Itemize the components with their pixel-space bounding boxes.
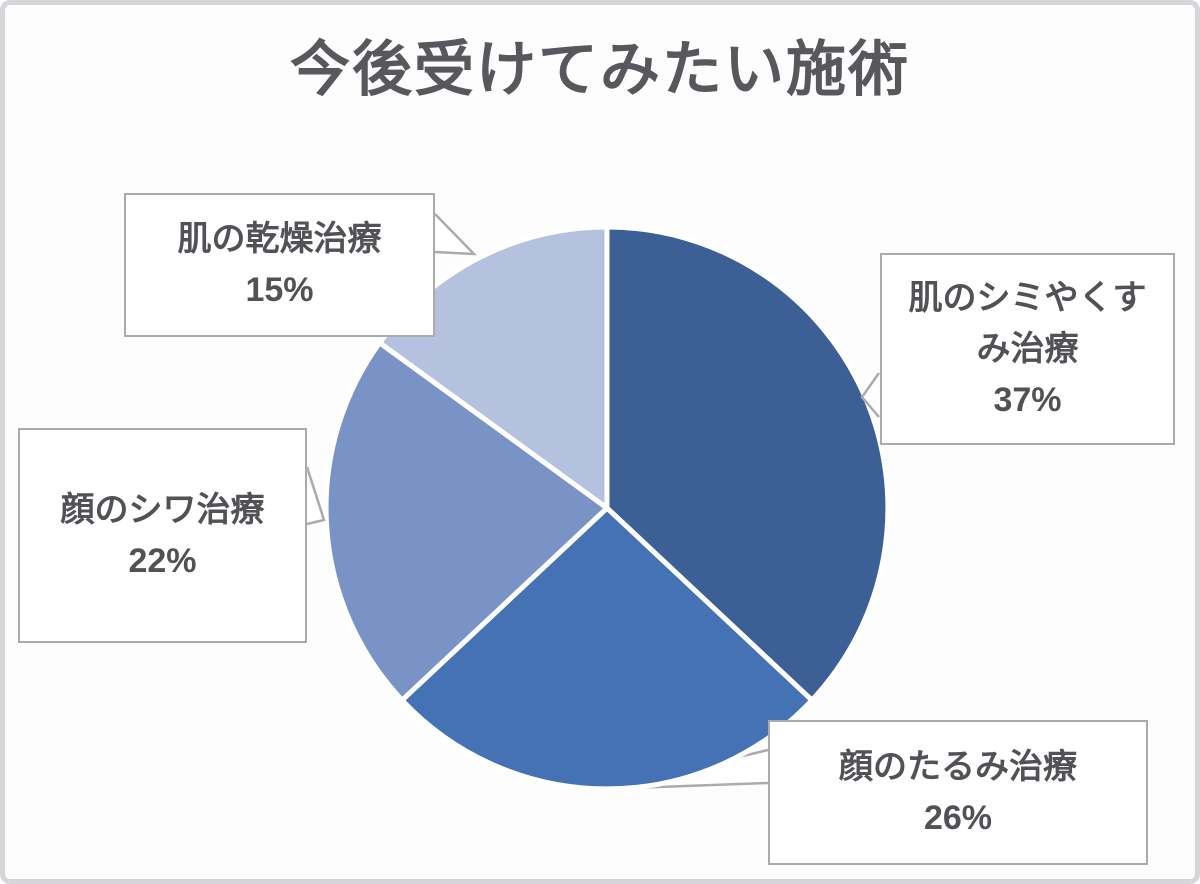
callout-pointer-tarumi [604,748,769,791]
callout-label: 肌のシミやくすみ治療 [908,278,1147,368]
pie-slice-shiwa [323,340,610,703]
callout-box-tarumi: 顔のたるみ治療 26% [768,720,1148,865]
callout-box-kansou: 肌の乾燥治療 15% [124,193,435,337]
callout-label: 肌の乾燥治療 [177,220,382,258]
callout-pointer-kansou [434,213,478,256]
callout-pointer-shiwa [305,466,326,526]
pie-slice-tarumi [399,505,815,792]
callout-pointer-shimi [860,372,881,418]
callout-box-shimi: 肌のシミやくすみ治療 37% [880,253,1175,445]
callout-label: 顔のたるみ治療 [839,747,1077,786]
callout-box-shiwa: 顔のシワ治療 22% [18,428,307,643]
chart-title: 今後受けてみたい施術 [290,36,910,103]
pie-slice-shimi [604,224,891,703]
callout-percent: 15% [245,271,314,309]
callout-label: 顔のシワ治療 [60,490,265,529]
callout-percent: 26% [923,798,993,837]
callout-percent: 22% [128,541,197,580]
callout-percent: 37% [993,380,1062,419]
